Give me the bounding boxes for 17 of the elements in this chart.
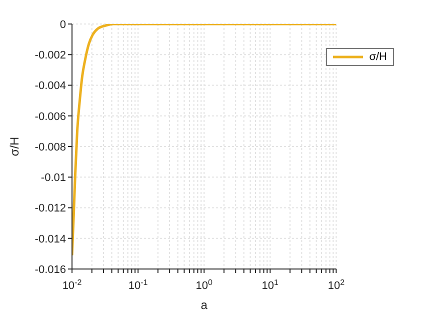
x-tick-label: 10$^{2}$ [328, 278, 346, 292]
y-tick-label: -0.006 [34, 110, 66, 123]
y-tick-label: 0 [60, 18, 66, 31]
y-tick-label: -0.004 [34, 80, 66, 92]
x-tick-label: 10$^{1}$ [262, 278, 280, 292]
y-tick-label: -0.008 [34, 141, 66, 154]
legend-label: σ/H [369, 51, 387, 63]
y-tick-label: -0.016 [34, 264, 66, 276]
y-tick-label: -0.014 [34, 233, 66, 246]
x-axis-title: a [200, 298, 208, 312]
y-tick-label: -0.01 [40, 172, 66, 184]
x-tick-label: 10$^{0}$ [196, 278, 213, 292]
x-tick-label: 10$^{-2}$ [62, 278, 82, 292]
x-tick-label: 10$^{-1}$ [128, 278, 148, 292]
y-tick-label: -0.012 [34, 202, 66, 215]
y-axis-title: σ/H [7, 136, 22, 156]
y-tick-label: -0.002 [34, 50, 66, 62]
